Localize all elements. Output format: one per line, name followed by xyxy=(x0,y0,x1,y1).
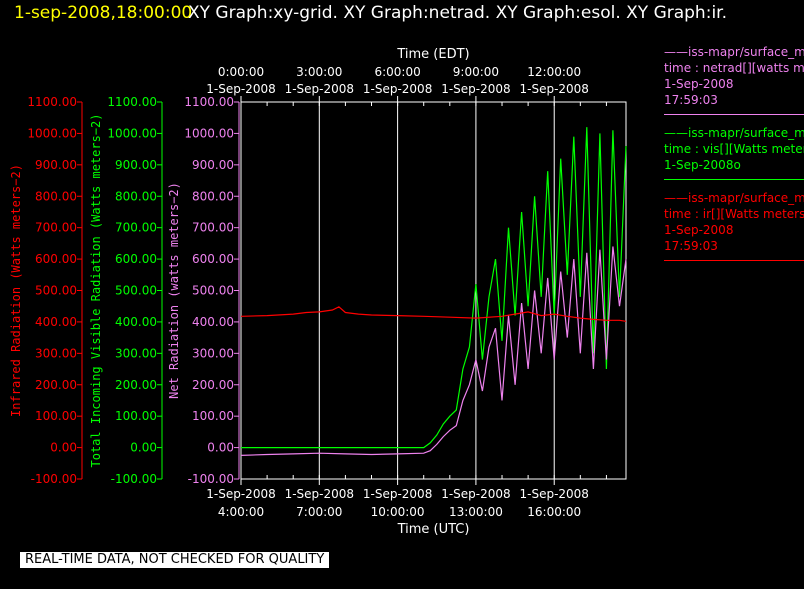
y-tick-label: 700.00 xyxy=(35,221,77,235)
y-tick-label: 900.00 xyxy=(192,158,234,172)
y-tick-label: 300.00 xyxy=(115,346,157,360)
y-tick-label: 1100.00 xyxy=(107,95,157,109)
y-tick-label: 800.00 xyxy=(35,189,77,203)
y-tick-label: 0.00 xyxy=(50,441,77,455)
series-line xyxy=(241,127,627,449)
legend-line: 1-Sep-2008o xyxy=(664,158,741,172)
y-tick-label: -100.00 xyxy=(188,472,234,486)
top-axis-title: Time (EDT) xyxy=(396,47,469,62)
y-tick-label: 1100.00 xyxy=(184,95,234,109)
y-tick-label: 700.00 xyxy=(192,221,234,235)
y-tick-label: -100.00 xyxy=(31,472,77,486)
top-tick-label: 12:00:00 xyxy=(527,65,581,79)
bottom-tick-label: 16:00:00 xyxy=(527,505,581,519)
top-tick-label: 1-Sep-2008 xyxy=(441,82,510,96)
top-tick-label: 6:00:00 xyxy=(374,65,420,79)
y-tick-label: 200.00 xyxy=(192,378,234,392)
y-tick-label: 600.00 xyxy=(35,252,77,266)
bottom-tick-label: 1-Sep-2008 xyxy=(285,487,354,501)
top-tick-label: 9:00:00 xyxy=(453,65,499,79)
y-tick-label: 1000.00 xyxy=(107,126,157,140)
series-line xyxy=(240,306,627,322)
y-tick-label: 900.00 xyxy=(115,158,157,172)
y-tick-label: 200.00 xyxy=(115,378,157,392)
legend-line: ——iss-mapr/surface_m xyxy=(664,191,804,205)
y-tick-label: 900.00 xyxy=(35,158,77,172)
y-tick-label: 400.00 xyxy=(192,315,234,329)
legend-line: 17:59:03 xyxy=(664,93,718,107)
bottom-tick-label: 1-Sep-2008 xyxy=(206,487,275,501)
y-tick-label: 600.00 xyxy=(192,252,234,266)
y-tick-label: 0.00 xyxy=(207,441,234,455)
series-line xyxy=(240,246,627,456)
y-tick-label: 200.00 xyxy=(35,378,77,392)
legend-line: 1-Sep-2008 xyxy=(664,223,734,237)
top-tick-label: 1-Sep-2008 xyxy=(519,82,588,96)
y-tick-label: 400.00 xyxy=(115,315,157,329)
legend-separator xyxy=(664,179,804,180)
top-tick-label: 1-Sep-2008 xyxy=(363,82,432,96)
y-tick-label: 100.00 xyxy=(115,409,157,423)
legend-separator xyxy=(664,260,804,261)
top-tick-label: 1-Sep-2008 xyxy=(206,82,275,96)
legend-separator xyxy=(664,114,804,115)
bottom-tick-label: 10:00:00 xyxy=(371,505,425,519)
y-tick-label: 1000.00 xyxy=(27,126,77,140)
y-tick-label: 500.00 xyxy=(192,284,234,298)
bottom-tick-label: 13:00:00 xyxy=(449,505,503,519)
y-tick-label: -100.00 xyxy=(111,472,157,486)
y-tick-label: 0.00 xyxy=(130,441,157,455)
bottom-tick-label: 7:00:00 xyxy=(296,505,342,519)
legend-line: ——iss-mapr/surface_m xyxy=(664,126,804,140)
y-tick-label: 300.00 xyxy=(192,346,234,360)
header-bar: 1-sep-2008,18:00:00 XY Graph:xy-grid. XY… xyxy=(0,0,804,28)
top-tick-label: 1-Sep-2008 xyxy=(285,82,354,96)
y-tick-label: 1100.00 xyxy=(27,95,77,109)
y-tick-label: 300.00 xyxy=(35,346,77,360)
bottom-axis-title: Time (UTC) xyxy=(397,522,470,537)
y-tick-label: 100.00 xyxy=(192,409,234,423)
bottom-tick-label: 4:00:00 xyxy=(218,505,264,519)
quality-banner: REAL-TIME DATA, NOT CHECKED FOR QUALITY xyxy=(20,552,330,568)
bottom-tick-label: 1-Sep-2008 xyxy=(519,487,588,501)
y-axis-title: Total Incoming Visible Radiation (Watts … xyxy=(89,113,103,467)
top-tick-label: 3:00:00 xyxy=(296,65,342,79)
y-tick-label: 400.00 xyxy=(35,315,77,329)
top-tick-label: 0:00:00 xyxy=(218,65,264,79)
y-tick-label: 600.00 xyxy=(115,252,157,266)
bottom-tick-label: 1-Sep-2008 xyxy=(441,487,510,501)
bottom-tick-label: 1-Sep-2008 xyxy=(363,487,432,501)
legend-line: time : ir[][Watts meters xyxy=(664,207,804,221)
y-tick-label: 100.00 xyxy=(35,409,77,423)
y-tick-label: 700.00 xyxy=(115,221,157,235)
y-tick-label: 800.00 xyxy=(115,189,157,203)
legend-line: time : vis[][Watts meter xyxy=(664,142,804,156)
y-tick-label: 500.00 xyxy=(115,284,157,298)
y-axis-title: Infrared Radiation (Watts meters−2) xyxy=(9,164,23,417)
y-axis-title: Net Radiation (watts meters−2) xyxy=(167,182,181,399)
legend-line: ——iss-mapr/surface_m xyxy=(664,45,804,59)
legend-line: 17:59:03 xyxy=(664,239,718,253)
header-datetime: 1-sep-2008,18:00:00 xyxy=(14,3,193,23)
graph-titles: XY Graph:xy-grid. XY Graph:netrad. XY Gr… xyxy=(188,3,727,23)
legend-line: time : netrad[][watts m xyxy=(664,61,804,75)
plot-frame xyxy=(240,101,627,480)
legend-line: 1-Sep-2008 xyxy=(664,77,734,91)
y-tick-label: 1000.00 xyxy=(184,126,234,140)
y-tick-label: 800.00 xyxy=(192,189,234,203)
y-tick-label: 500.00 xyxy=(35,284,77,298)
